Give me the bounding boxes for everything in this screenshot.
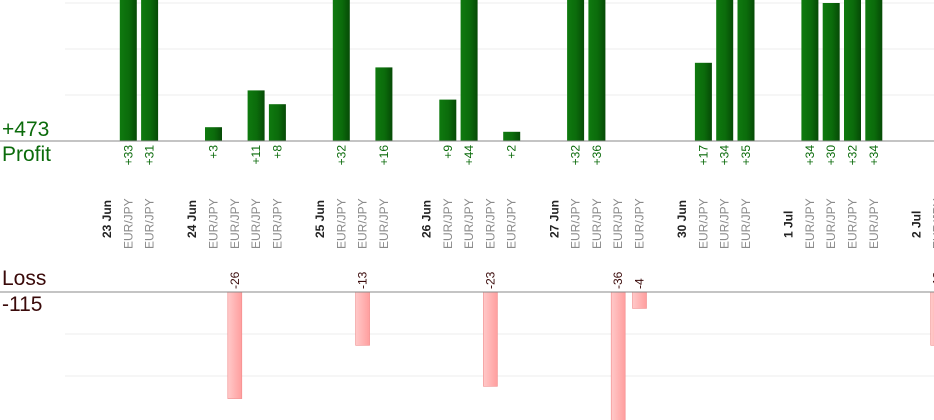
profit-value-label: +32 — [846, 145, 860, 166]
pair-label: EUR/JPY — [356, 198, 370, 249]
profit-value-label: +44 — [462, 145, 476, 166]
date-label: 26 Jun — [420, 200, 434, 238]
profit-bar — [439, 99, 457, 141]
profit-value-label: +3 — [207, 145, 221, 159]
column-labels: 23 Jun EUR/JPY +33 EUR/JPY +31 24 Jun EUR/JPY +… — [100, 145, 934, 289]
pair-label: EUR/JPY — [569, 198, 583, 249]
pair-label: EUR/JPY — [803, 198, 817, 249]
profit-value-label: +30 — [824, 145, 838, 166]
pair-label: EUR/JPY — [377, 198, 391, 249]
profit-total: +473 — [2, 118, 50, 141]
date-label: 23 Jun — [100, 200, 114, 238]
profit-bar — [332, 0, 350, 141]
loss-bar — [355, 291, 370, 346]
profit-value-label: +32 — [569, 145, 583, 166]
profit-bar — [205, 127, 222, 141]
loss-bar — [483, 291, 498, 387]
profit-bar — [694, 62, 712, 141]
loss-value-label: -23 — [483, 271, 497, 289]
date-label: 30 Jun — [675, 200, 689, 238]
date-label: 25 Jun — [313, 200, 327, 238]
loss-bar — [930, 291, 934, 346]
profit-value-label: +32 — [334, 145, 348, 166]
pair-label: EUR/JPY — [207, 198, 221, 249]
profit-bar — [268, 104, 286, 141]
profit-bar — [716, 0, 734, 141]
profit-value-label: +17 — [696, 145, 710, 166]
pair-label: EUR/JPY — [228, 198, 242, 249]
loss-bars — [227, 291, 934, 420]
profit-bar — [865, 0, 883, 141]
profit-bar — [567, 0, 585, 141]
pair-label: EUR/JPY — [121, 198, 135, 249]
loss-total: -115 — [2, 293, 43, 316]
profit-value-label: +2 — [505, 145, 519, 159]
profit-bar — [460, 0, 478, 141]
profit-bar — [503, 131, 521, 141]
profit-bar — [801, 0, 819, 141]
profit-bar — [375, 67, 393, 141]
profit-bar — [822, 3, 840, 141]
profit-value-label: +31 — [143, 145, 157, 166]
profit-value-label: +34 — [867, 145, 881, 166]
pair-label: EUR/JPY — [270, 198, 284, 249]
date-label: 27 Jun — [547, 200, 561, 238]
pair-label: EUR/JPY — [143, 198, 157, 249]
pair-label: EUR/JPY — [590, 198, 604, 249]
date-label: 24 Jun — [185, 200, 199, 238]
loss-bar — [632, 291, 647, 309]
profit-value-label: +34 — [803, 145, 817, 166]
pair-label: EUR/JPY — [249, 198, 263, 249]
loss-label: Loss — [2, 267, 47, 290]
loss-bar — [610, 291, 626, 420]
pair-label: EUR/JPY — [846, 198, 860, 249]
loss-value-label: -26 — [228, 271, 242, 289]
loss-value-label: -4 — [633, 278, 647, 289]
pair-label: EUR/JPY — [505, 198, 519, 249]
pair-label: EUR/JPY — [633, 198, 647, 249]
date-label: 2 Jul — [909, 211, 923, 238]
loss-bar — [227, 291, 243, 399]
profit-value-label: +11 — [249, 145, 263, 165]
pair-label: EUR/JPY — [334, 198, 348, 249]
profit-bar — [141, 0, 159, 142]
date-label: 1 Jul — [782, 211, 796, 238]
profit-bar — [119, 0, 137, 142]
loss-value-label: -13 — [356, 271, 370, 289]
profit-value-label: +35 — [739, 145, 753, 166]
profit-value-label: +36 — [590, 145, 604, 166]
pair-label: EUR/JPY — [931, 198, 934, 249]
pair-label: EUR/JPY — [611, 198, 625, 249]
profit-bar — [844, 0, 861, 141]
profit-value-label: +33 — [121, 145, 135, 166]
loss-value-label: -13 — [931, 271, 934, 289]
profit-label: Profit — [2, 143, 52, 166]
profit-value-label: +34 — [718, 145, 732, 166]
loss-value-label: -36 — [611, 271, 625, 289]
profit-bar — [588, 0, 606, 142]
pair-label: EUR/JPY — [867, 198, 881, 249]
profit-value-label: +8 — [270, 145, 284, 159]
pair-label: EUR/JPY — [696, 198, 710, 249]
profit-bar — [737, 0, 755, 141]
pair-label: EUR/JPY — [739, 198, 753, 249]
profit-value-label: +16 — [377, 145, 391, 166]
pair-label: EUR/JPY — [441, 198, 455, 249]
profit-bar — [247, 90, 265, 141]
pair-label: EUR/JPY — [483, 198, 497, 249]
profit-value-label: +9 — [441, 145, 455, 159]
profit-bars — [119, 0, 883, 142]
gridlines — [65, 2, 934, 377]
pair-label: EUR/JPY — [462, 198, 476, 249]
pair-label: EUR/JPY — [824, 198, 838, 249]
pair-label: EUR/JPY — [718, 198, 732, 249]
